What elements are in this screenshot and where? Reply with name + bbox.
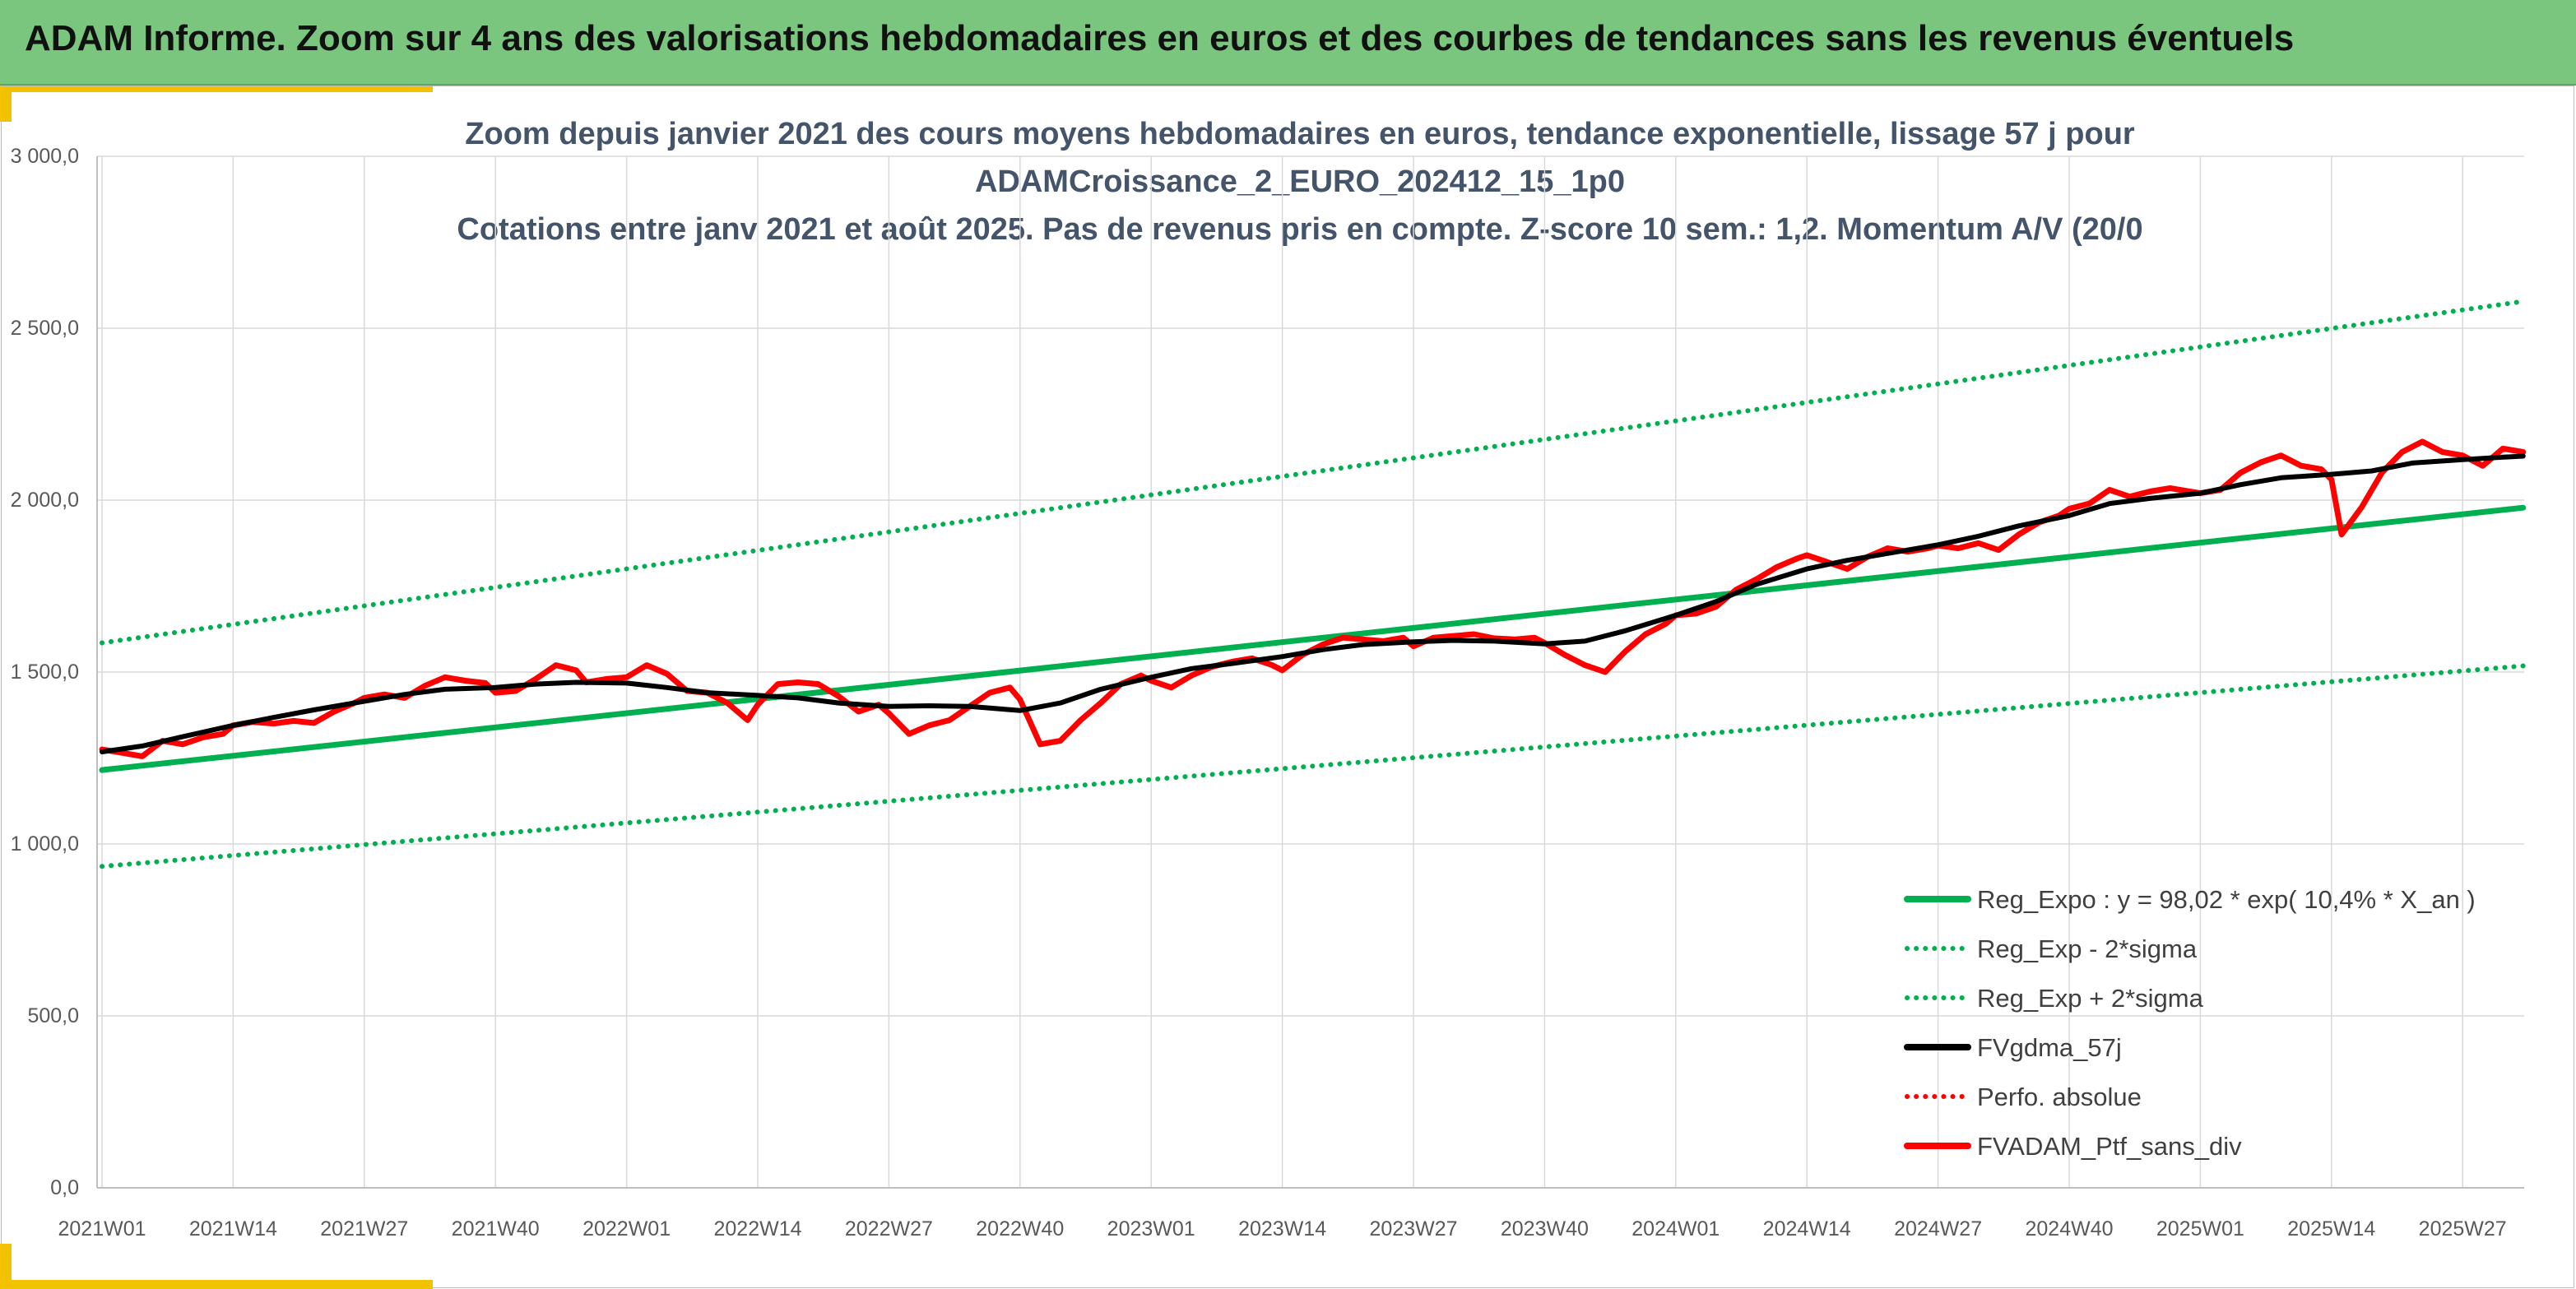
page-title: ADAM Informe. Zoom sur 4 ans des valoris…: [25, 18, 2295, 58]
x-tick-label: 2021W14: [189, 1217, 277, 1240]
x-tick-label: 2021W40: [452, 1217, 540, 1240]
x-tick-label: 2022W27: [845, 1217, 933, 1240]
x-tick-label: 2025W14: [2287, 1217, 2375, 1240]
x-tick-label: 2023W01: [1107, 1217, 1195, 1240]
x-tick-label: 2021W01: [58, 1217, 146, 1240]
legend-label: Reg_Expo : y = 98,02 * exp( 10,4% * X_an…: [1977, 885, 2476, 914]
x-tick-label: 2024W40: [2025, 1217, 2113, 1240]
y-tick-label: 0,0: [50, 1176, 79, 1199]
chart-legend: Reg_Expo : y = 98,02 * exp( 10,4% * X_an…: [1904, 885, 2476, 1161]
x-tick-label: 2022W14: [713, 1217, 801, 1240]
x-tick-label: 2024W27: [1894, 1217, 1982, 1240]
x-tick-label: 2025W01: [2156, 1217, 2244, 1240]
accent-bar-bottom: [0, 1280, 433, 1289]
chart-title-line: Zoom depuis janvier 2021 des cours moyen…: [465, 117, 2135, 151]
series-line-3: [100, 453, 2526, 754]
y-tick-label: 1 500,0: [11, 661, 79, 684]
chart-series: [99, 299, 2527, 869]
accent-bar-top: [0, 86, 433, 92]
y-tick-label: 3 000,0: [11, 145, 79, 168]
series-line-1: [100, 663, 2526, 869]
legend-label: Perfo. absolue: [1977, 1083, 2142, 1111]
x-tick-label: 2024W01: [1631, 1217, 1720, 1240]
y-tick-label: 2 500,0: [11, 317, 79, 340]
x-tick-label: 2023W14: [1238, 1217, 1326, 1240]
header-banner: ADAM Informe. Zoom sur 4 ans des valoris…: [0, 0, 2576, 86]
legend-label: Reg_Exp - 2*sigma: [1977, 934, 2198, 963]
x-tick-label: 2023W40: [1501, 1217, 1589, 1240]
x-tick-label: 2022W40: [976, 1217, 1064, 1240]
legend-label: Reg_Exp + 2*sigma: [1977, 984, 2204, 1013]
x-tick-label: 2024W14: [1763, 1217, 1851, 1240]
x-tick-label: 2023W27: [1369, 1217, 1457, 1240]
legend-label: FVADAM_Ptf_sans_div: [1977, 1132, 2242, 1161]
series-line-2: [100, 299, 2526, 646]
accent-bar-top-left: [0, 86, 12, 122]
y-tick-label: 2 000,0: [11, 489, 79, 512]
chart-axes: 0,0 500,0 1 000,0 1 500,0 2 000,0 2 500,0 3 00…: [11, 145, 2524, 1240]
chart-grid: [97, 155, 2524, 1189]
y-tick-label: 1 000,0: [11, 832, 79, 855]
chart-title: Zoom depuis janvier 2021 des cours moyen…: [457, 117, 2142, 247]
y-tick-label: 500,0: [27, 1004, 79, 1027]
series-line-5: [99, 438, 2527, 759]
x-tick-label: 2025W27: [2419, 1217, 2507, 1240]
x-tick-label: 2022W01: [583, 1217, 671, 1240]
chart-title-line: ADAMCroissance_2_EURO_202412_15_1p0: [975, 165, 1625, 199]
chart-title-line: Cotations entre janv 2021 et août 2025. …: [457, 212, 2142, 247]
legend-label: FVgdma_57j: [1977, 1033, 2122, 1062]
series-line-0: [99, 504, 2527, 773]
accent-bar-bottom-left: [0, 1244, 12, 1289]
x-tick-label: 2021W27: [320, 1217, 408, 1240]
